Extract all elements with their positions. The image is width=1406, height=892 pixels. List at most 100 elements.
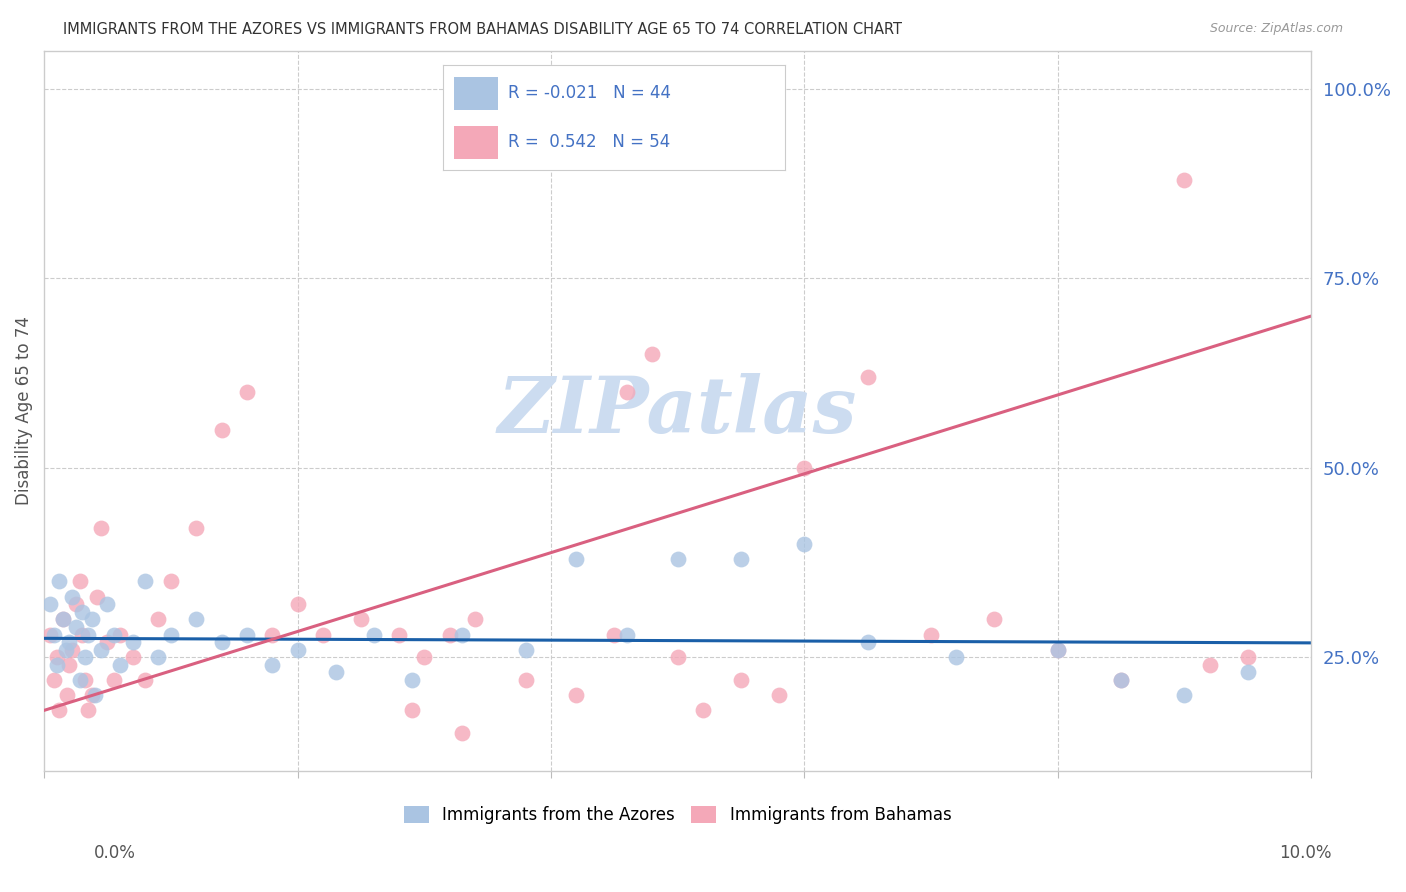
Point xyxy=(287,642,309,657)
Point xyxy=(73,650,96,665)
Point xyxy=(515,642,537,657)
Text: Source: ZipAtlas.com: Source: ZipAtlas.com xyxy=(1209,22,1343,36)
Point xyxy=(236,627,259,641)
Point xyxy=(121,650,143,665)
Point xyxy=(1109,673,1132,687)
Text: 10.0%: 10.0% xyxy=(1279,844,1331,862)
Point xyxy=(186,521,208,535)
Point xyxy=(159,574,181,589)
Point xyxy=(325,665,347,680)
Point xyxy=(1173,172,1195,186)
Point xyxy=(65,620,87,634)
Point xyxy=(121,635,143,649)
Point xyxy=(70,627,93,641)
Point xyxy=(65,597,87,611)
Point xyxy=(90,521,112,535)
Point xyxy=(565,551,588,566)
Point xyxy=(56,688,79,702)
Point xyxy=(262,627,284,641)
Point xyxy=(856,635,879,649)
Point xyxy=(730,551,752,566)
Point xyxy=(768,688,790,702)
Point xyxy=(69,574,91,589)
Point xyxy=(401,703,423,717)
Point xyxy=(983,612,1005,626)
Point xyxy=(77,703,100,717)
Point xyxy=(44,627,66,641)
Point xyxy=(86,590,108,604)
Point xyxy=(603,627,626,641)
Point xyxy=(45,650,67,665)
Point xyxy=(1237,650,1260,665)
Point xyxy=(1173,688,1195,702)
Point xyxy=(1237,665,1260,680)
Point xyxy=(350,612,373,626)
Point xyxy=(312,627,335,641)
Point xyxy=(287,597,309,611)
Point xyxy=(83,688,105,702)
Point xyxy=(666,650,689,665)
Point xyxy=(52,612,75,626)
Point xyxy=(211,423,233,437)
Point xyxy=(565,688,588,702)
Point xyxy=(186,612,208,626)
Point xyxy=(146,612,169,626)
Point xyxy=(451,726,474,740)
Point xyxy=(90,642,112,657)
Point xyxy=(60,590,83,604)
Point xyxy=(945,650,967,665)
Point xyxy=(44,673,66,687)
Point xyxy=(108,627,131,641)
Point xyxy=(134,673,156,687)
Point xyxy=(451,627,474,641)
Point xyxy=(159,627,181,641)
Point xyxy=(134,574,156,589)
Point xyxy=(1109,673,1132,687)
Point xyxy=(641,347,664,361)
Point xyxy=(1046,642,1069,657)
Point xyxy=(262,657,284,672)
Point xyxy=(146,650,169,665)
Point xyxy=(920,627,942,641)
Point xyxy=(1198,657,1220,672)
Point xyxy=(108,657,131,672)
Point xyxy=(236,384,259,399)
Point xyxy=(60,642,83,657)
Point xyxy=(69,673,91,687)
Point xyxy=(103,673,125,687)
Legend: Immigrants from the Azores, Immigrants from Bahamas: Immigrants from the Azores, Immigrants f… xyxy=(396,799,959,831)
Point xyxy=(730,673,752,687)
Point xyxy=(666,551,689,566)
Point xyxy=(401,673,423,687)
Point xyxy=(616,627,638,641)
Point xyxy=(103,627,125,641)
Text: 0.0%: 0.0% xyxy=(94,844,136,862)
Point xyxy=(439,627,461,641)
Y-axis label: Disability Age 65 to 74: Disability Age 65 to 74 xyxy=(15,317,32,505)
Point xyxy=(1046,642,1069,657)
Point xyxy=(413,650,436,665)
Point xyxy=(82,612,104,626)
Point xyxy=(363,627,385,641)
Point xyxy=(793,536,815,550)
Text: IMMIGRANTS FROM THE AZORES VS IMMIGRANTS FROM BAHAMAS DISABILITY AGE 65 TO 74 CO: IMMIGRANTS FROM THE AZORES VS IMMIGRANTS… xyxy=(63,22,903,37)
Point xyxy=(692,703,714,717)
Point xyxy=(48,574,70,589)
Point xyxy=(793,460,815,475)
Point xyxy=(45,657,67,672)
Point xyxy=(82,688,104,702)
Point xyxy=(39,597,62,611)
Point xyxy=(616,384,638,399)
Point xyxy=(70,605,93,619)
Point xyxy=(39,627,62,641)
Point xyxy=(96,597,118,611)
Point xyxy=(388,627,411,641)
Point xyxy=(58,657,80,672)
Point xyxy=(73,673,96,687)
Text: ZIPatlas: ZIPatlas xyxy=(498,373,858,449)
Point xyxy=(211,635,233,649)
Point xyxy=(55,642,77,657)
Point xyxy=(48,703,70,717)
Point xyxy=(515,673,537,687)
Point xyxy=(856,369,879,384)
